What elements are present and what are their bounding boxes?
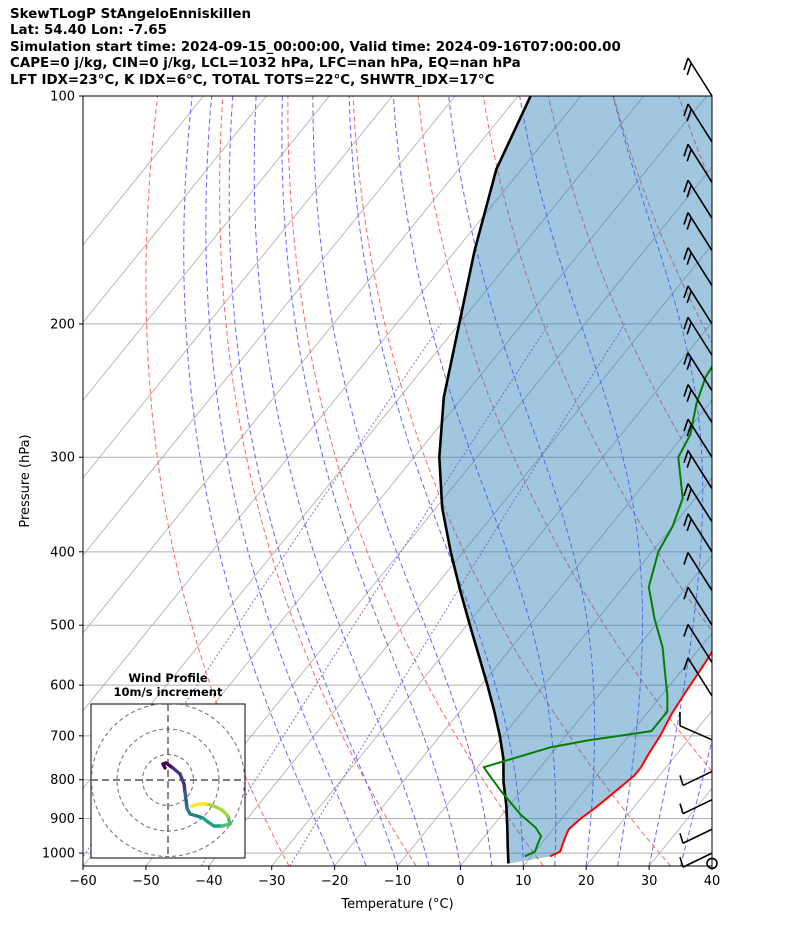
wind-barb [683,552,713,591]
wind-barb [683,57,713,97]
wind-barb [683,483,713,523]
moist-adiabat [228,96,398,866]
figure-header: SkewTLogP StAngeloEnniskillen Lat: 54.40… [10,7,621,89]
figure-title: SkewTLogP StAngeloEnniskillen [10,7,252,22]
moist-adiabat [312,96,493,866]
dry-adiabat [287,96,544,866]
hodograph-segment [178,772,186,786]
cape-fill-layer [439,96,712,864]
time-line: Simulation start time: 2024-09-15_00:00:… [10,39,621,55]
x-tick-label: −20 [321,874,348,889]
x-tick-label: 0 [456,874,464,889]
wind-barb [679,798,713,815]
isotherm [83,96,393,479]
parcel-shading [439,96,712,864]
isotherm [334,399,712,866]
wind-barb [683,352,713,392]
y-tick-label: 100 [50,90,75,105]
x-tick-label: 30 [641,874,658,889]
wind-barb [683,103,713,143]
x-tick-label: 40 [704,874,721,889]
isotherm [83,96,582,712]
wind-barb [683,212,713,251]
moist-adiabat [612,96,704,866]
isotherm [83,96,204,246]
dry-adiabat [482,96,712,633]
wind-barb [679,828,713,844]
moist-adiabat [253,96,430,866]
isotherm [145,166,712,866]
wind-barb [679,711,713,741]
profile-layer [437,96,712,864]
wind-barb [683,513,713,553]
index-line: LFT IDX=23°C, K IDX=6°C, TOTAL TOTS=22°C… [10,72,495,88]
wind-barb [683,418,713,458]
wind-barb [683,586,713,626]
wind-barb [679,852,713,868]
wind-barb-layer [679,57,718,870]
y-tick-label: 1000 [42,847,75,862]
wind-barb [683,285,713,325]
x-tick-label: −30 [258,874,285,889]
y-tick-label: 300 [50,451,75,466]
x-axis-label: Temperature (°C) [340,897,453,912]
wind-barb [683,384,713,424]
moist-adiabat [519,96,643,866]
temperature-trace [549,649,712,858]
moist-adiabat [392,96,557,866]
y-tick-label: 600 [50,679,75,694]
dry-adiabat [744,96,794,866]
hodograph-title: Wind Profile [128,671,208,685]
y-axis-label: Pressure (hPa) [18,434,33,527]
axis-layer: −60 −50 −40 −30 −20 −10 0 10 20 30 40 1000 900 800 700… [18,90,720,913]
isotherm [83,96,456,557]
y-tick-label: 800 [50,773,75,788]
isotherm [711,865,712,866]
isotherm [83,96,267,324]
dry-adiabat [219,96,417,866]
y-tick-label: 400 [50,545,75,560]
x-tick-label: −50 [132,874,159,889]
dry-adiabat [417,96,712,773]
isotherm [83,96,330,401]
moist-adiabat [205,96,367,866]
parcel-trace [437,96,532,864]
wind-barb [683,179,713,219]
wind-barb [679,770,713,787]
wind-barb [683,316,713,356]
x-tick-label: 10 [515,874,532,889]
dewpoint-trace [482,365,712,858]
moist-adiabat [183,96,336,866]
y-tick-label: 900 [50,812,75,827]
x-tick-label: 20 [578,874,595,889]
isotherm [585,710,712,866]
stability-line: CAPE=0 j/kg, CIN=0 j/kg, LCL=1032 hPa, L… [10,56,521,72]
wind-barb [683,657,713,697]
wind-barb [683,143,713,183]
dry-adiabat [145,96,290,866]
wind-barb [683,624,713,663]
isotherm [397,477,712,866]
isotherm [522,632,712,866]
hodograph-segment [190,802,201,808]
x-tick-label: −10 [384,874,411,889]
y-tick-label: 700 [50,729,75,744]
hodograph-subtitle: 10m/s increment [114,685,223,699]
y-tick-label: 500 [50,619,75,634]
moist-adiabat [348,96,524,866]
y-tick-label: 200 [50,317,75,332]
moist-adiabat [281,96,461,866]
isotherm [271,321,712,866]
moist-adiabat [711,864,712,866]
isotherm [83,96,519,634]
isotherm [460,554,712,866]
location-line: Lat: 54.40 Lon: -7.65 [10,23,167,39]
wind-barb [683,450,713,489]
x-tick-label: −40 [195,874,222,889]
wind-barb [683,247,713,287]
x-tick-label: −60 [69,874,96,889]
